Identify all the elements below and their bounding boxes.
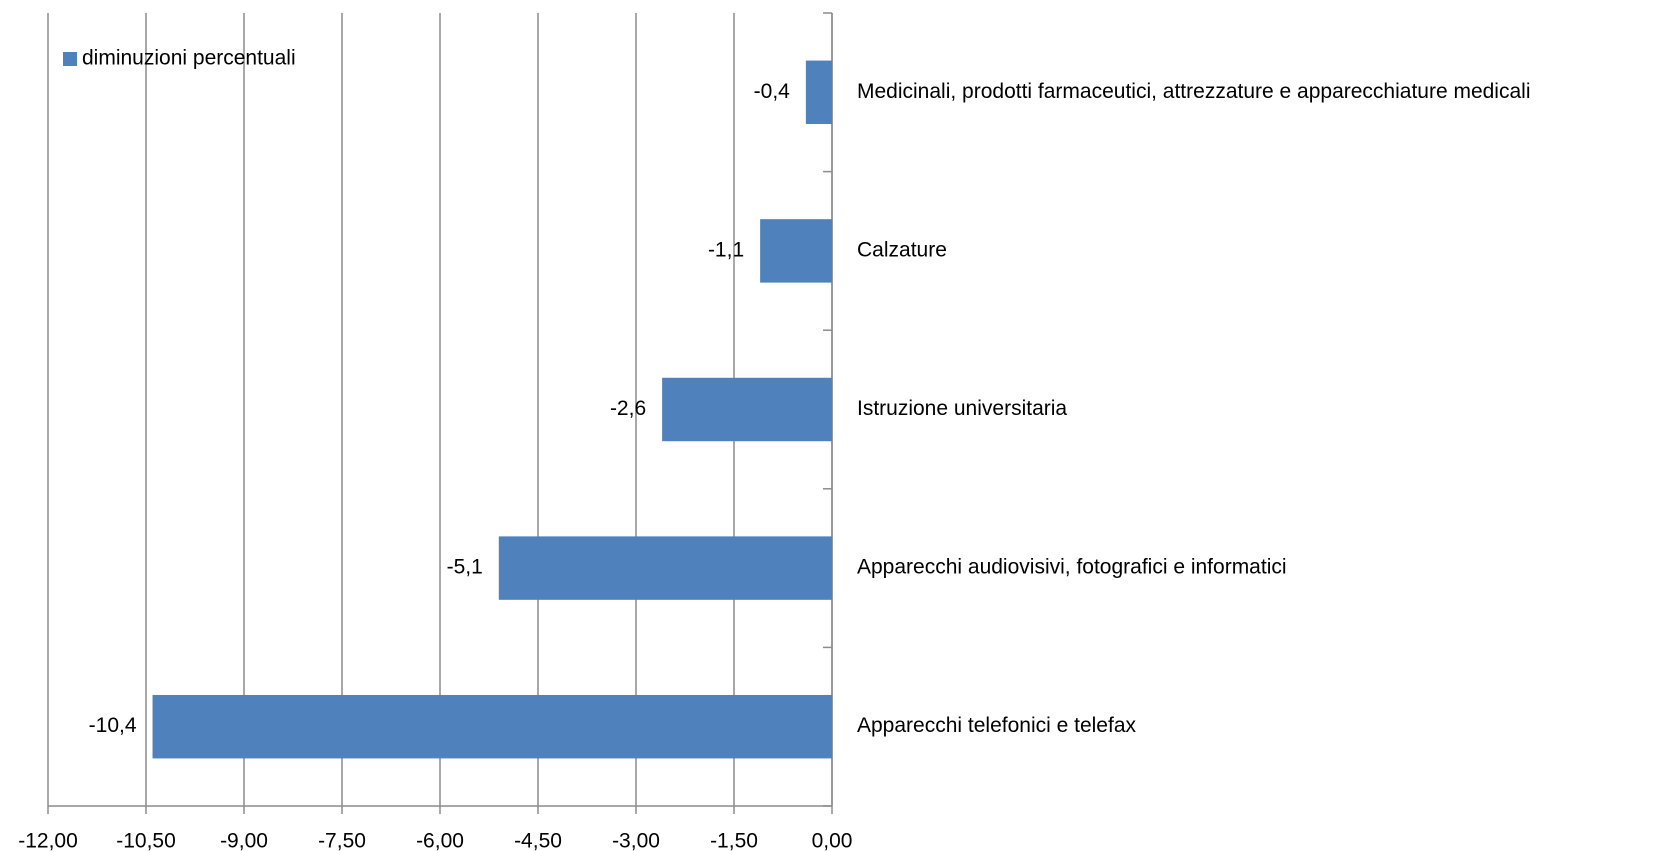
category-label: Istruzione universitaria	[857, 397, 1067, 420]
bar	[760, 219, 832, 283]
category-label: Medicinali, prodotti farmaceutici, attre…	[857, 80, 1531, 103]
x-tick-label: -4,50	[514, 830, 562, 852]
value-label: -10,4	[89, 714, 137, 737]
category-label: Calzature	[857, 238, 947, 261]
x-tick-label: -12,00	[18, 830, 78, 852]
value-label: -0,4	[754, 80, 791, 103]
legend-label: diminuzioni percentuali	[82, 47, 296, 70]
bar	[662, 377, 832, 442]
value-label: -2,6	[610, 397, 646, 420]
category-label: Apparecchi telefonici e telefax	[857, 714, 1136, 737]
value-label: -5,1	[447, 556, 483, 579]
bar	[152, 694, 833, 759]
legend-swatch	[63, 52, 77, 66]
x-tick-label: -1,50	[710, 830, 758, 852]
x-tick-label: -6,00	[416, 830, 464, 852]
bar	[805, 60, 832, 125]
x-tick-label: 0,00	[812, 830, 853, 852]
x-tick-label: -7,50	[318, 830, 366, 852]
bar	[498, 536, 832, 600]
x-tick-label: -3,00	[612, 830, 660, 852]
value-label: -1,1	[708, 238, 744, 261]
category-label: Apparecchi audiovisivi, fotografici e in…	[857, 556, 1287, 579]
x-tick-label: -9,00	[220, 830, 268, 852]
x-tick-label: -10,50	[116, 830, 176, 852]
